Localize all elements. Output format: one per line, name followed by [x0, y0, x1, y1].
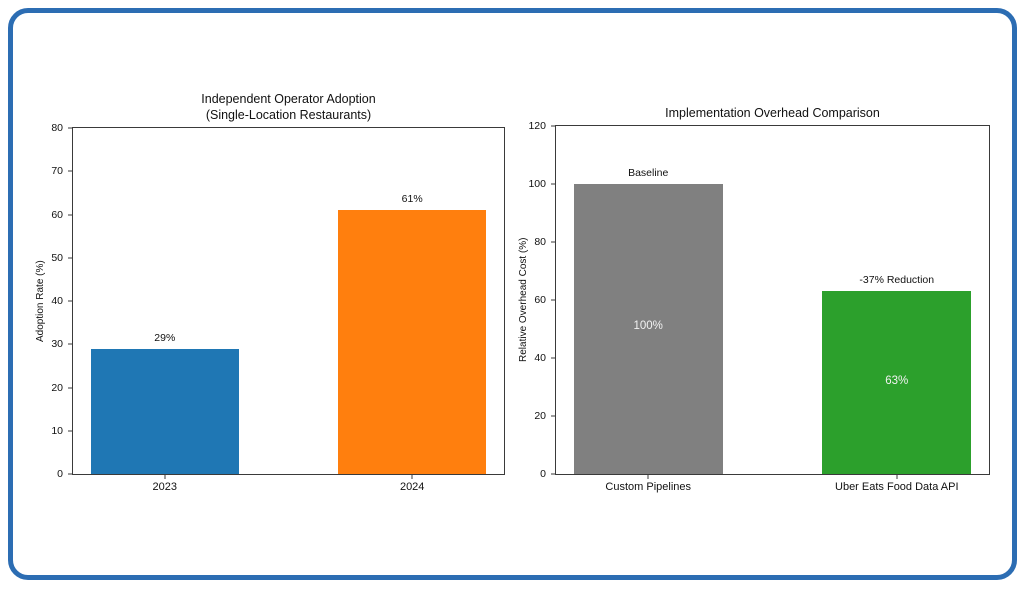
- y-tick-label: 40: [51, 295, 63, 307]
- y-tick-mark: [68, 257, 73, 259]
- x-tick-label: Uber Eats Food Data API: [835, 481, 959, 493]
- bar-custom-pipelines: 100%: [573, 184, 723, 474]
- bar-2023: [90, 348, 239, 474]
- y-tick-mark: [551, 125, 556, 127]
- y-tick-mark: [68, 127, 73, 129]
- bar-annotation-label: 61%: [401, 193, 423, 206]
- bar-annotation-label: 29%: [154, 331, 176, 344]
- x-tick-label: 2024: [399, 481, 425, 493]
- adoption-chart-y-axis-label: Adoption Rate (%): [35, 260, 46, 342]
- bar-value-label: 63%: [885, 374, 909, 387]
- y-tick-mark: [551, 473, 556, 475]
- y-tick-label: 20: [534, 410, 546, 422]
- y-tick-mark: [68, 300, 73, 302]
- y-tick-label: 0: [57, 468, 63, 480]
- bar-annotation-label: -37% Reduction: [859, 274, 935, 287]
- y-tick-mark: [68, 343, 73, 345]
- bar-value-label: 100%: [633, 320, 663, 333]
- bar-2024: [338, 210, 487, 474]
- y-tick-label: 80: [534, 236, 546, 248]
- overhead-chart-plot: Implementation Overhead Comparison Relat…: [518, 106, 990, 493]
- y-tick-label: 60: [534, 294, 546, 306]
- y-tick-label: 40: [534, 352, 546, 364]
- x-tick-mark: [164, 474, 166, 479]
- y-tick-label: 70: [51, 165, 63, 178]
- x-tick-mark: [411, 474, 413, 479]
- y-tick-label: 50: [51, 251, 63, 264]
- y-tick-mark: [68, 430, 73, 432]
- y-tick-label: 30: [51, 338, 63, 351]
- y-tick-mark: [68, 170, 73, 172]
- y-tick-mark: [68, 473, 73, 475]
- y-tick-label: 120: [528, 120, 546, 132]
- y-tick-mark: [551, 241, 556, 243]
- y-tick-label: 20: [51, 381, 63, 394]
- adoption-chart-plot: Independent Operator Adoption (Single-Lo…: [35, 92, 505, 493]
- y-tick-label: 0: [540, 468, 546, 480]
- adoption-chart-title: Independent Operator Adoption (Single-Lo…: [201, 92, 376, 122]
- overhead-chart-title: Implementation Overhead Comparison: [665, 106, 880, 120]
- y-tick-label: 100: [528, 178, 546, 190]
- bar-uber-eats-food-data-api: 63%: [822, 291, 972, 474]
- x-tick-mark: [896, 474, 898, 479]
- x-tick-label: Custom Pipelines: [605, 481, 692, 493]
- y-tick-mark: [551, 415, 556, 417]
- y-tick-mark: [68, 387, 73, 388]
- y-tick-mark: [68, 214, 73, 215]
- y-tick-mark: [551, 183, 556, 185]
- y-tick-label: 10: [51, 424, 63, 437]
- bar-annotation-label: Baseline: [628, 167, 669, 179]
- overhead-chart-y-axis-label: Relative Overhead Cost (%): [518, 237, 529, 363]
- x-tick-label: 2023: [152, 481, 178, 493]
- x-tick-mark: [647, 474, 649, 479]
- y-tick-mark: [551, 299, 556, 301]
- y-tick-label: 80: [51, 122, 63, 134]
- y-tick-label: 60: [51, 208, 63, 221]
- y-tick-mark: [551, 357, 556, 359]
